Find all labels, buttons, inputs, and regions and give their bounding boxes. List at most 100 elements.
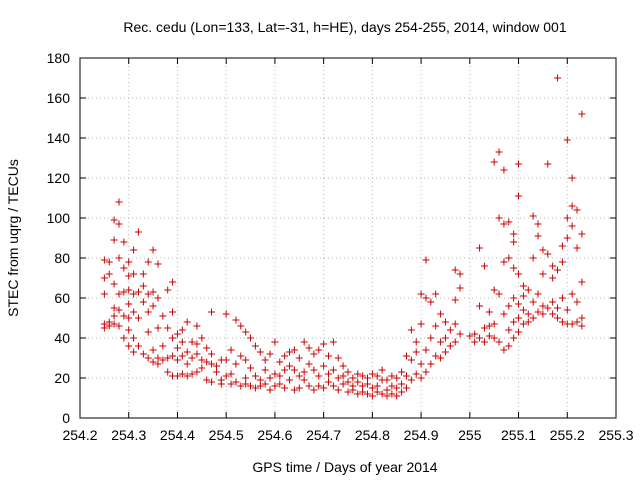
data-point (120, 334, 128, 342)
data-point (417, 360, 425, 368)
data-point (446, 342, 454, 350)
data-point (178, 338, 186, 346)
data-point (505, 302, 513, 310)
data-point (125, 258, 133, 266)
data-point (500, 258, 508, 266)
data-point (222, 356, 230, 364)
data-point (100, 274, 108, 282)
data-point (300, 376, 308, 384)
data-point (329, 366, 337, 374)
x-tick-label: 255.3 (598, 427, 633, 443)
y-tick-label: 180 (47, 50, 71, 66)
data-point (427, 298, 435, 306)
data-point (485, 322, 493, 330)
data-point (519, 320, 527, 328)
data-point (178, 370, 186, 378)
data-point (515, 192, 523, 200)
data-point (466, 332, 474, 340)
data-point (144, 290, 152, 298)
data-point (398, 388, 406, 396)
data-point (266, 350, 274, 358)
data-point (563, 136, 571, 144)
data-point (120, 264, 128, 272)
data-point (480, 338, 488, 346)
data-point (208, 350, 216, 358)
data-point (212, 362, 220, 370)
data-point (544, 250, 552, 258)
data-point (563, 214, 571, 222)
data-point (558, 318, 566, 326)
chart-title: Rec. cedu (Lon=133, Lat=-31, h=HE), days… (123, 19, 566, 35)
data-point (393, 374, 401, 382)
data-point (164, 368, 172, 376)
data-point (305, 360, 313, 368)
data-point (383, 386, 391, 394)
data-point (261, 366, 269, 374)
data-point (505, 326, 513, 334)
data-point (130, 334, 138, 342)
data-point (544, 304, 552, 312)
data-point (515, 314, 523, 322)
x-tick-label: 255 (458, 427, 482, 443)
data-point (451, 338, 459, 346)
data-point (476, 302, 484, 310)
data-point (271, 370, 279, 378)
data-point (505, 254, 513, 262)
data-point (295, 354, 303, 362)
data-point (359, 388, 367, 396)
data-point (398, 368, 406, 376)
data-point (251, 342, 259, 350)
x-axis-label: GPS time / Days of year 2014 (252, 459, 437, 475)
plot-frame (79, 57, 617, 419)
y-tick-label: 0 (62, 410, 70, 426)
data-point (529, 298, 537, 306)
data-point (169, 308, 177, 316)
data-point (485, 308, 493, 316)
data-point (329, 338, 337, 346)
data-point (266, 374, 274, 382)
data-point (125, 326, 133, 334)
data-point (339, 380, 347, 388)
data-point (500, 346, 508, 354)
data-point (198, 364, 206, 372)
data-point (534, 232, 542, 240)
data-point (495, 148, 503, 156)
data-point (100, 290, 108, 298)
data-point (256, 376, 264, 384)
data-point (276, 372, 284, 380)
data-point (398, 380, 406, 388)
data-point (578, 110, 586, 118)
data-point (524, 318, 532, 326)
data-point (203, 358, 211, 366)
data-point (169, 352, 177, 360)
data-point (276, 358, 284, 366)
data-point (412, 370, 420, 378)
data-point (193, 340, 201, 348)
axis-ticks (79, 57, 617, 419)
data-point (188, 338, 196, 346)
data-point (339, 362, 347, 370)
y-tick-labels: 0 20 40 60 80 100 120 140 160 180 (47, 50, 71, 426)
data-point (315, 372, 323, 380)
data-point (515, 160, 523, 168)
data-point (529, 254, 537, 262)
data-point (344, 378, 352, 386)
data-point (164, 324, 172, 332)
data-point (505, 342, 513, 350)
data-point (266, 386, 274, 394)
data-point (510, 264, 518, 272)
data-point (130, 246, 138, 254)
data-point (495, 290, 503, 298)
x-tick-label: 255.2 (550, 427, 585, 443)
data-point (534, 308, 542, 316)
data-point (573, 318, 581, 326)
data-point (178, 352, 186, 360)
data-point (480, 262, 488, 270)
data-point (427, 360, 435, 368)
data-point (154, 294, 162, 302)
data-point (578, 314, 586, 322)
data-point (149, 288, 157, 296)
data-point (110, 216, 118, 224)
data-point (378, 366, 386, 374)
data-point (373, 372, 381, 380)
